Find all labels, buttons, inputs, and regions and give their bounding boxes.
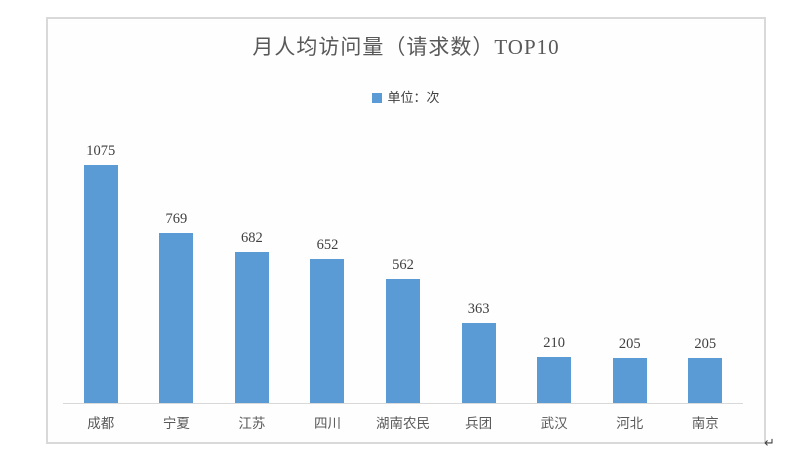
bar-value-label: 562 [392, 257, 414, 273]
bar-value-label: 682 [241, 230, 263, 246]
bar-value-label: 363 [467, 301, 490, 317]
chart-title: 月人均访问量（请求数）TOP10 [252, 35, 560, 59]
bar[interactable] [386, 279, 421, 403]
bar-group: 363 [441, 143, 517, 403]
bar-group: 562 [365, 143, 441, 403]
bar[interactable] [159, 233, 194, 403]
chart-frame[interactable]: 月人均访问量（请求数）TOP10 单位：次 1075 769 682 652 562 36… [46, 17, 766, 444]
bar-group: 652 [290, 143, 366, 403]
bar-value-label: 210 [543, 335, 566, 351]
legend-marker-icon [372, 92, 383, 103]
bar-value-label: 205 [694, 336, 717, 352]
chart-legend[interactable]: 单位：次 [48, 91, 764, 104]
bar[interactable] [612, 358, 647, 403]
bar-value-label: 1075 [86, 143, 116, 159]
bar-group: 210 [516, 143, 592, 403]
x-axis-label: 武汉 [540, 416, 568, 431]
bar[interactable] [688, 358, 723, 403]
bar[interactable] [234, 252, 269, 403]
bar-group: 1075 [63, 143, 139, 403]
plot-area: 1075 769 682 652 562 363 210 205 205 [63, 143, 743, 403]
bar-group: 205 [668, 143, 744, 403]
bar-group: 205 [592, 143, 668, 403]
legend-label: 单位：次 [387, 90, 440, 105]
bar-group: 769 [139, 143, 215, 403]
bar[interactable] [537, 357, 572, 403]
bar[interactable] [83, 165, 118, 403]
x-axis-label: 兵团 [465, 416, 493, 431]
bar[interactable] [310, 259, 345, 403]
bar-value-label: 205 [618, 336, 641, 352]
bar-group: 682 [214, 143, 290, 403]
x-axis-labels: 成都 宁夏 江苏 四川 湖南农民 兵团 武汉 河北 南京 [63, 412, 743, 432]
x-axis-label: 四川 [313, 416, 341, 431]
bar-value-label: 652 [316, 237, 339, 253]
x-axis-label: 南京 [691, 416, 719, 431]
x-axis-label: 成都 [87, 416, 115, 431]
x-axis-label: 河北 [616, 416, 644, 431]
x-axis-label: 江苏 [238, 416, 266, 431]
paragraph-mark: ↵ [764, 436, 775, 451]
bar[interactable] [461, 323, 496, 403]
x-axis-line [63, 403, 743, 404]
x-axis-label: 湖南农民 [376, 416, 431, 431]
bar-value-label: 769 [165, 211, 188, 227]
x-axis-label: 宁夏 [162, 416, 190, 431]
